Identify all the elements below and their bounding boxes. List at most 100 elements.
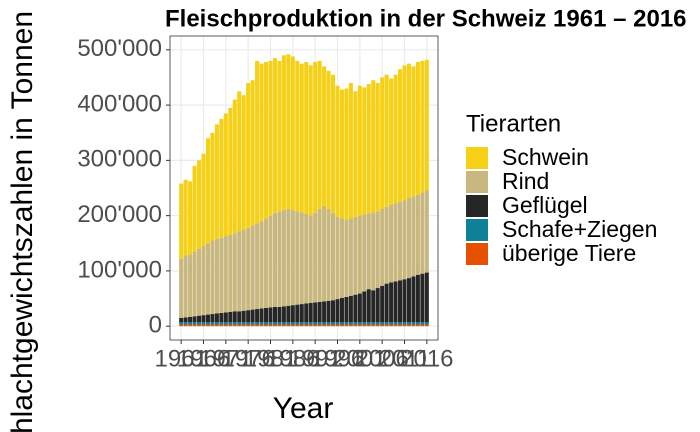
bar-segment	[241, 95, 246, 230]
bar-segment	[290, 305, 295, 323]
bar-segment	[389, 78, 394, 205]
bar-segment	[415, 324, 420, 327]
bar-segment	[179, 183, 184, 259]
bar-segment	[322, 322, 327, 325]
bar-segment	[420, 273, 425, 323]
bar-segment	[219, 237, 224, 313]
bar-segment	[179, 317, 184, 323]
bar-segment	[411, 196, 416, 277]
bar-segment	[353, 216, 358, 295]
bar-segment	[192, 165, 197, 252]
bar-segment	[205, 138, 210, 244]
bar-segment	[210, 132, 215, 241]
bar-segment	[322, 66, 327, 206]
bar-segment	[192, 322, 197, 325]
bar-segment	[406, 324, 411, 327]
bar-segment	[268, 307, 273, 323]
x-tick-label: 1961	[154, 345, 207, 372]
bar-segment	[353, 294, 358, 323]
bar-segment	[299, 212, 304, 305]
bar-segment	[295, 60, 300, 212]
bar-segment	[241, 229, 246, 311]
bar-segment	[188, 324, 193, 327]
x-tick-label: 1981	[244, 345, 297, 372]
bar-segment	[183, 317, 188, 323]
bar-segment	[223, 322, 228, 325]
bar-segment	[232, 233, 237, 312]
bar-segment	[192, 316, 197, 323]
bar-segment	[331, 322, 336, 325]
legend-label: Rind	[502, 168, 549, 194]
bar-segment	[295, 324, 300, 327]
bar-segment	[389, 282, 394, 323]
bar-segment	[197, 315, 202, 323]
bar-segment	[366, 213, 371, 290]
bar-segment	[197, 160, 202, 249]
legend-title: Tierarten	[466, 110, 561, 137]
bar-segment	[210, 240, 215, 315]
bar-segment	[201, 246, 206, 316]
legend-swatch	[466, 195, 488, 217]
bar-segment	[357, 293, 362, 323]
bar-segment	[384, 74, 389, 207]
bar-segment	[393, 322, 398, 325]
bar-segment	[415, 274, 420, 323]
bar-segment	[398, 280, 403, 323]
bar-segment	[281, 210, 286, 307]
bar-segment	[348, 82, 353, 219]
y-tick-label: 500'000	[77, 35, 162, 62]
bar-segment	[205, 243, 210, 315]
legend-swatch	[466, 243, 488, 265]
x-tick-label: 2016	[400, 345, 453, 372]
bar-segment	[295, 304, 300, 323]
bar-segment	[339, 324, 344, 327]
bar-segment	[272, 58, 277, 213]
bar-segment	[183, 324, 188, 327]
bar-segment	[366, 289, 371, 323]
bar-segment	[353, 324, 358, 327]
bar-segment	[210, 314, 215, 323]
bar-segment	[339, 322, 344, 325]
bar-segment	[371, 290, 376, 323]
legend-swatch	[466, 147, 488, 169]
bar-segment	[290, 322, 295, 325]
bar-segment	[348, 295, 353, 323]
bar-segment	[308, 324, 313, 327]
bar-segment	[223, 312, 228, 323]
bar-segment	[272, 324, 277, 327]
x-axis-title: Year	[273, 392, 334, 425]
bar-segment	[357, 215, 362, 294]
x-tick-label: 2011	[379, 345, 431, 372]
bar-segment	[393, 281, 398, 323]
bar-segment	[214, 324, 219, 327]
bar-segment	[420, 324, 425, 327]
bar-segment	[362, 291, 367, 323]
bar-segment	[295, 211, 300, 305]
bar-segment	[214, 238, 219, 314]
bar-segment	[326, 324, 331, 327]
bar-segment	[420, 60, 425, 193]
bar-segment	[286, 322, 291, 325]
bar-segment	[415, 322, 420, 325]
bar-segment	[304, 322, 309, 325]
bar-segment	[277, 60, 282, 212]
x-tick-label: 1991	[288, 345, 341, 372]
legend-swatch	[466, 171, 488, 193]
bar-segment	[219, 312, 224, 323]
bar-segment	[375, 211, 380, 289]
bar-segment	[232, 324, 237, 327]
bar-segment	[389, 322, 394, 325]
bar-segment	[317, 209, 322, 302]
bar-segment	[250, 309, 255, 323]
legend-swatch	[466, 219, 488, 241]
bar-segment	[197, 248, 202, 316]
bar-segment	[339, 218, 344, 298]
bar-segment	[411, 322, 416, 325]
bar-segment	[406, 197, 411, 279]
bar-segment	[317, 324, 322, 327]
x-tick-label: 1976	[221, 345, 274, 372]
bar-segment	[380, 209, 385, 286]
bar-segment	[259, 324, 264, 327]
y-tick-label: 0	[149, 312, 162, 339]
